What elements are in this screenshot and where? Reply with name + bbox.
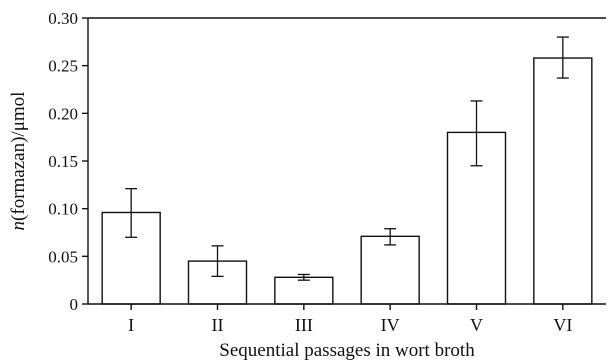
error-bars <box>125 36 569 281</box>
x-axis-title: Sequential passages in wort broth <box>219 340 475 361</box>
y-tick-label: 0.25 <box>48 57 78 76</box>
x-tick-label-V: V <box>470 315 483 335</box>
bar-VI <box>533 57 593 305</box>
bar-III <box>274 276 334 305</box>
y-axis-ticks: 0 0.05 0.10 0.15 0.20 0.25 0.30 <box>48 9 88 314</box>
bars <box>101 57 593 305</box>
x-axis-tick-labels: I II III IV V VI <box>128 304 572 335</box>
y-tick-label: 0.05 <box>48 247 78 266</box>
x-tick-label-I: I <box>128 315 134 335</box>
y-tick-label: 0.30 <box>48 9 78 28</box>
x-tick-label-IV: IV <box>381 315 400 335</box>
y-tick-label: 0.10 <box>48 200 78 219</box>
y-tick-label: 0.15 <box>48 152 78 171</box>
x-tick-label-VI: VI <box>553 315 572 335</box>
x-tick-label-II: II <box>212 315 224 335</box>
bar-IV <box>360 235 420 305</box>
x-tick-label-III: III <box>295 315 313 335</box>
y-axis-title: n(formazan)/μmol <box>8 92 29 231</box>
y-tick-label: 0 <box>70 295 79 314</box>
y-tick-label: 0.20 <box>48 104 78 123</box>
